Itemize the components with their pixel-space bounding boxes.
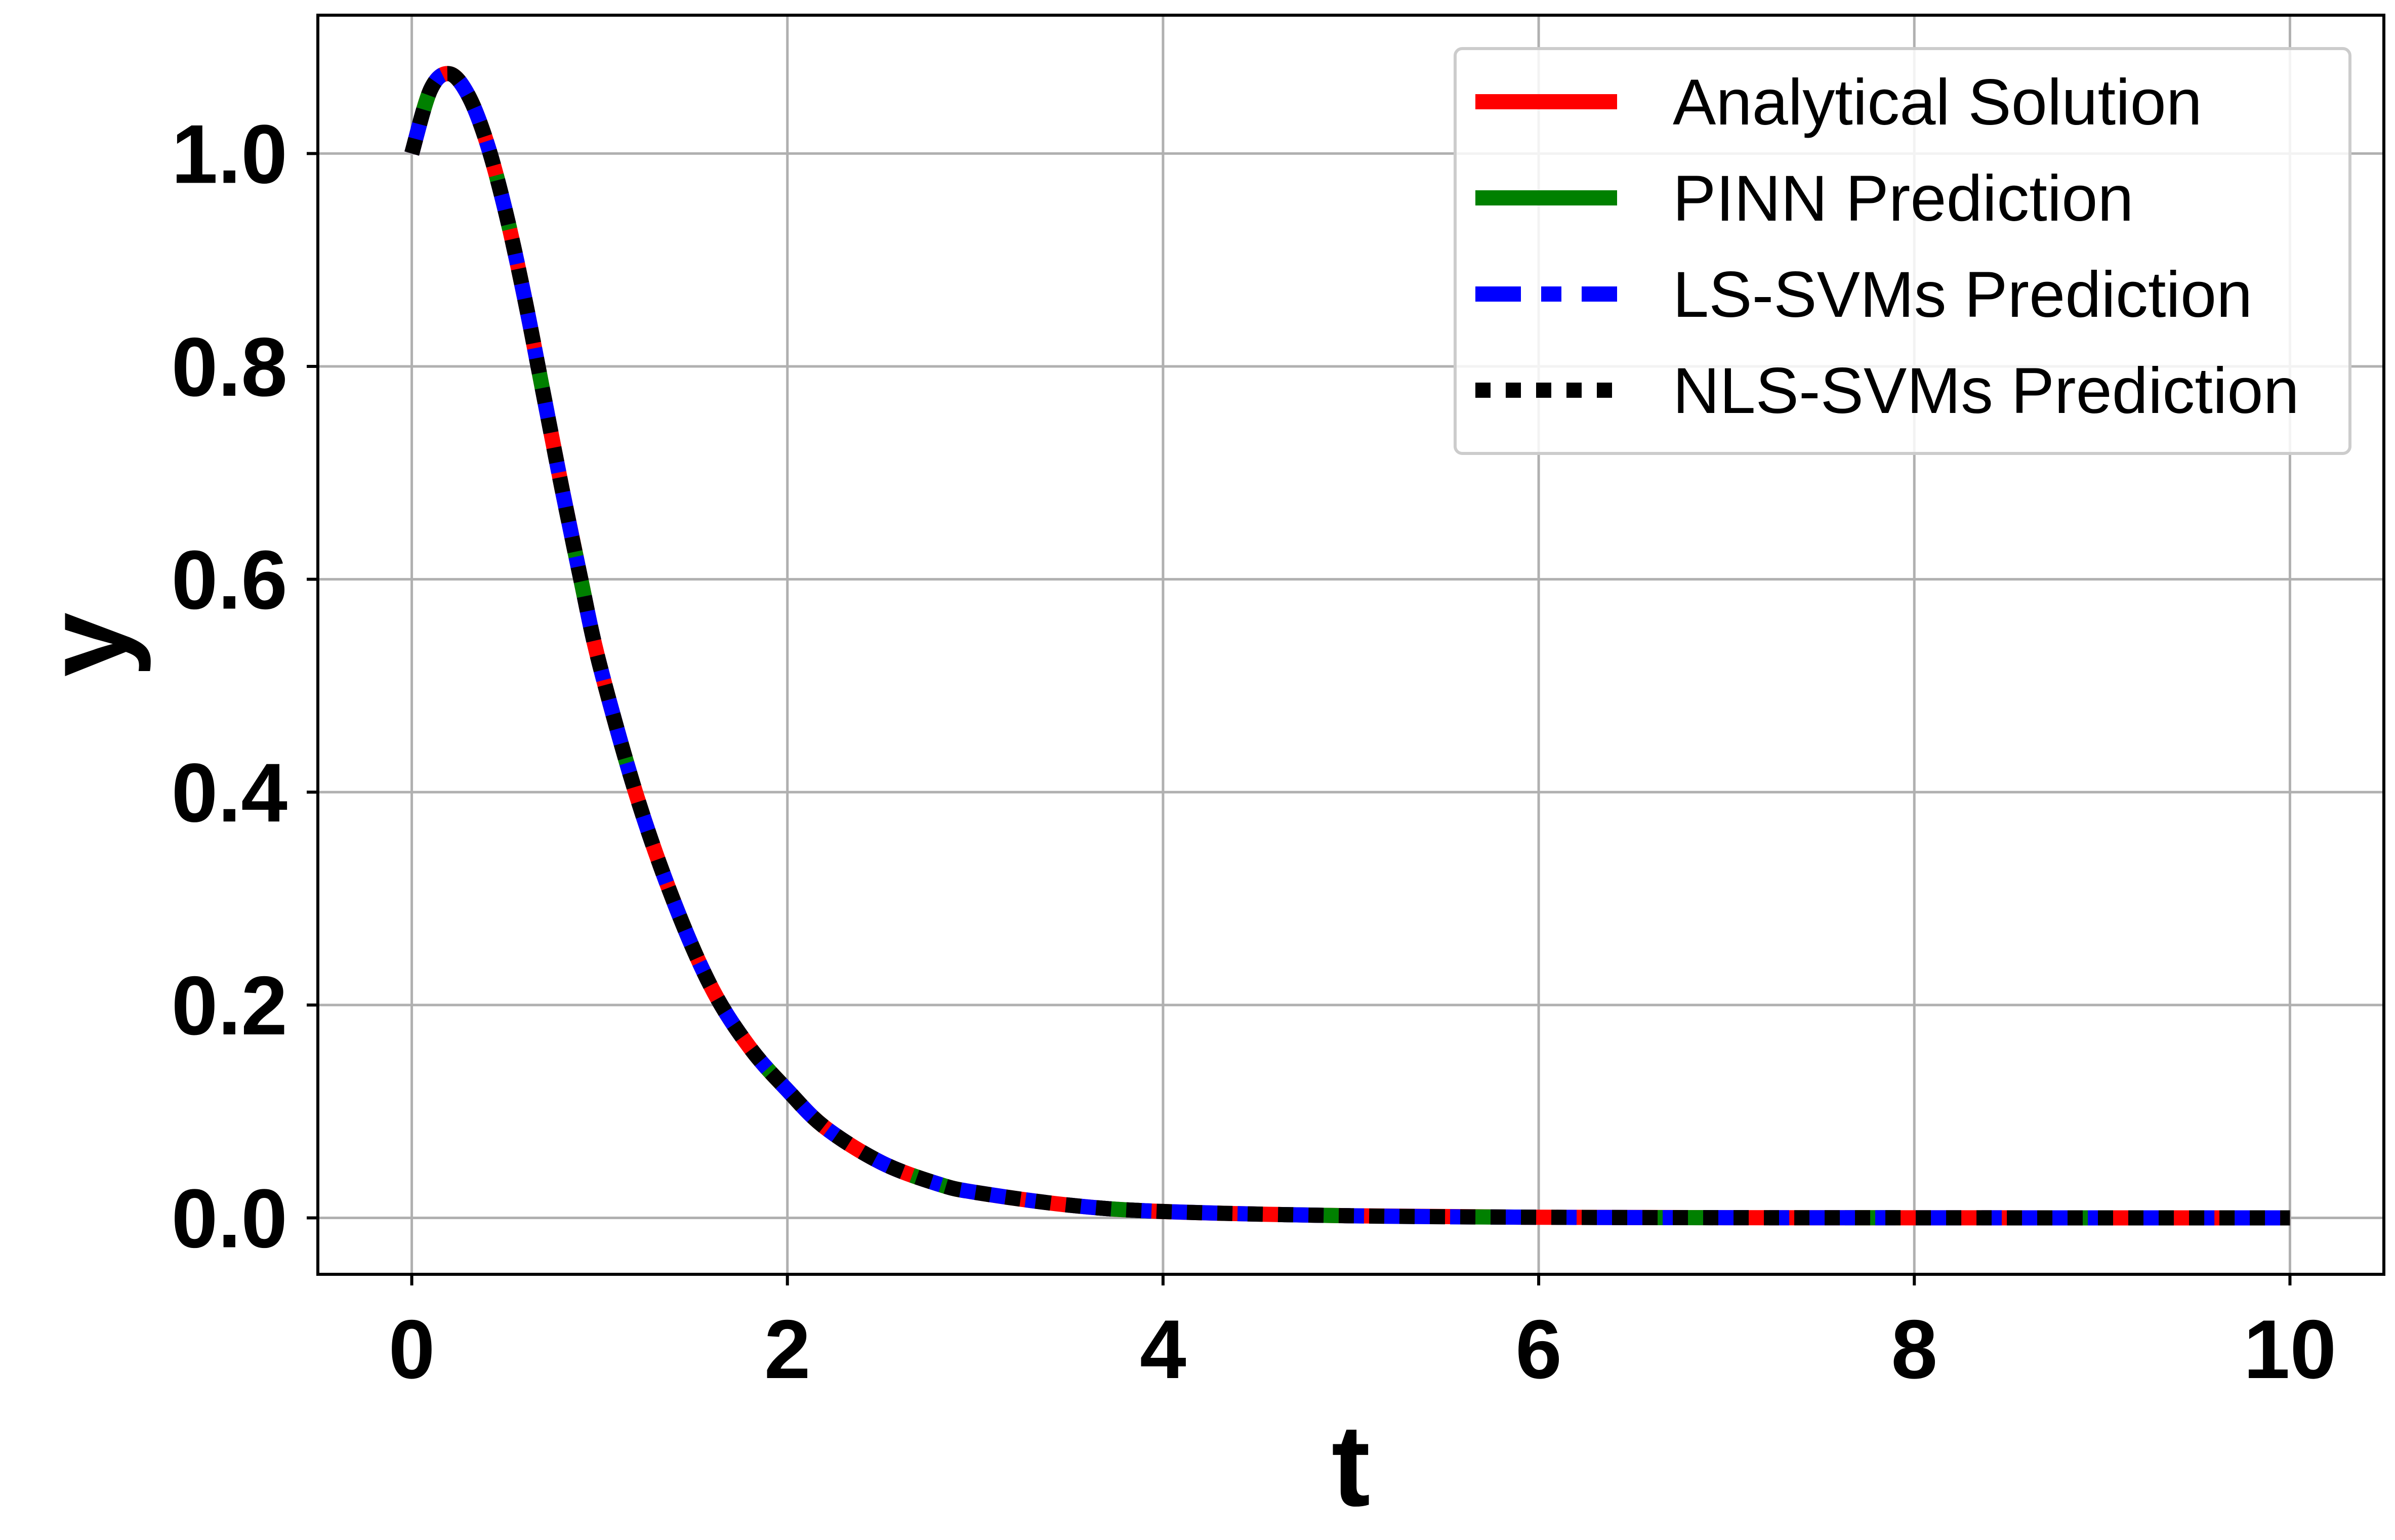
plot-frame [316,14,2385,1276]
y-tick-label: 0.2 [172,959,287,1052]
y-tick-label: 0.8 [172,320,287,413]
y-axis-label: y [21,612,151,677]
x-tick-label: 2 [764,1303,811,1396]
legend-label-4: NLS-SVMs Prediction [1673,355,2299,427]
legend-label-2: PINN Prediction [1673,162,2134,235]
ticks: 0 2 4 6 8 10 0.0 0.2 0.4 0.6 0.8 1.0 [172,107,2337,1396]
y-tick-label: 0.4 [172,746,287,839]
x-axis-label: t [1332,1400,1371,1530]
legend: Analytical Solution PINN Prediction LS-SVM… [1454,47,2351,455]
x-tick-label: 8 [1891,1303,1937,1396]
x-tick-label: 10 [2244,1303,2337,1396]
y-tick-label: 0.6 [172,533,287,627]
series-line-4 [404,66,2290,1226]
x-tick-label: 0 [389,1303,435,1396]
legend-box [1454,47,2351,455]
legend-label-3: LS-SVMs Prediction [1673,259,2252,331]
y-tick-label: 0.0 [172,1172,287,1265]
legend-label-1: Analytical Solution [1673,66,2202,139]
series-layer [404,66,2290,1226]
x-tick-label: 4 [1140,1303,1186,1396]
y-tick-label: 1.0 [172,107,287,200]
x-tick-label: 6 [1515,1303,1562,1396]
